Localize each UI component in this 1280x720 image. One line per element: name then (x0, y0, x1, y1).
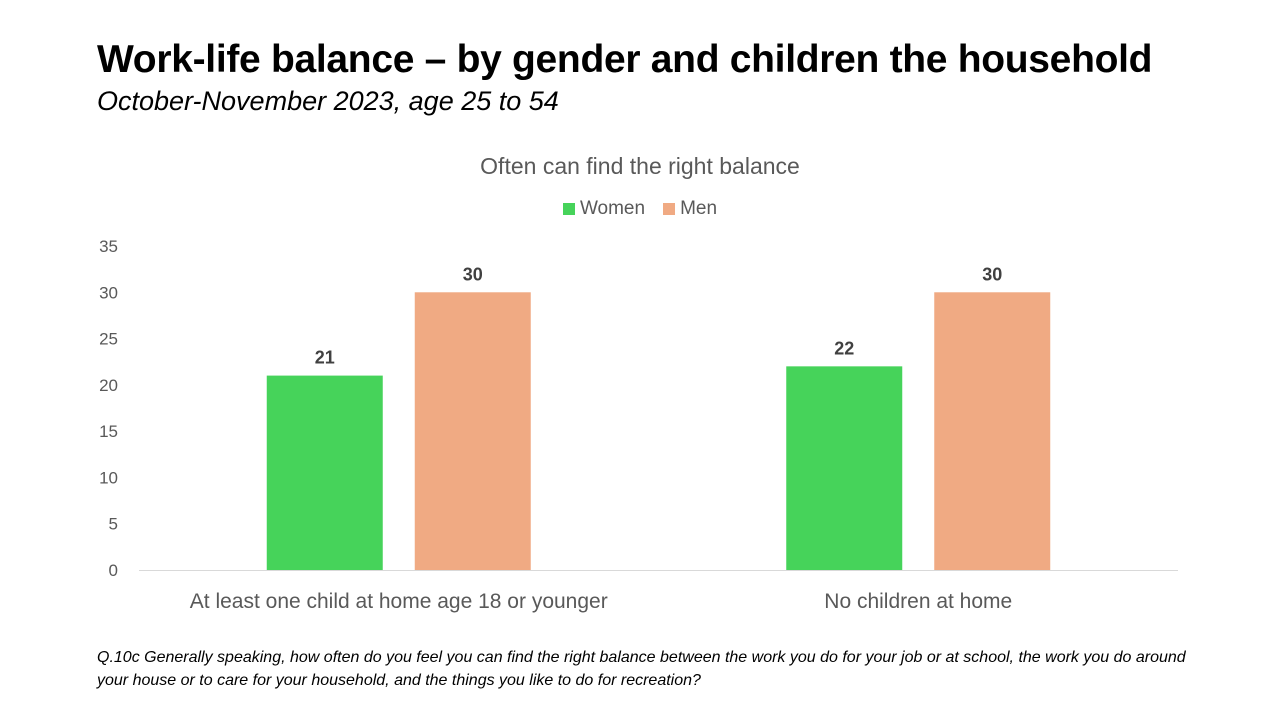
chart-legend: Women Men (0, 198, 1280, 220)
y-tick-label: 0 (109, 561, 118, 580)
bar-women (786, 366, 903, 570)
data-label: 30 (463, 264, 483, 284)
legend-item-men: Men (663, 198, 717, 220)
y-tick-label: 35 (99, 237, 118, 256)
x-category-label: No children at home (824, 590, 1012, 613)
x-category-label: At least one child at home age 18 or you… (190, 590, 608, 613)
legend-label-women: Women (579, 198, 646, 219)
slide-subtitle: October-November 2023, age 25 to 54 (97, 86, 559, 116)
data-label: 21 (315, 348, 335, 368)
data-label: 22 (834, 338, 854, 358)
legend-label-men: Men (680, 198, 718, 219)
y-tick-label: 30 (99, 283, 118, 302)
y-tick-label: 5 (109, 515, 118, 534)
y-tick-label: 20 (99, 376, 118, 395)
legend-swatch-women (562, 203, 575, 215)
y-tick-label: 15 (99, 422, 118, 441)
chart-title: Often can find the right balance (480, 153, 800, 179)
slide-title: Work-life balance – by gender and childr… (97, 38, 1153, 81)
bar-men (934, 292, 1051, 570)
bar-women (266, 375, 383, 570)
legend-swatch-men (663, 203, 676, 215)
footnote: Q.10c Generally speaking, how often do y… (97, 649, 1186, 689)
y-tick-label: 10 (99, 468, 118, 487)
legend-item-women: Women (562, 198, 646, 220)
bar-men (414, 292, 531, 570)
y-tick-label: 25 (99, 330, 118, 349)
data-label: 30 (982, 264, 1002, 284)
